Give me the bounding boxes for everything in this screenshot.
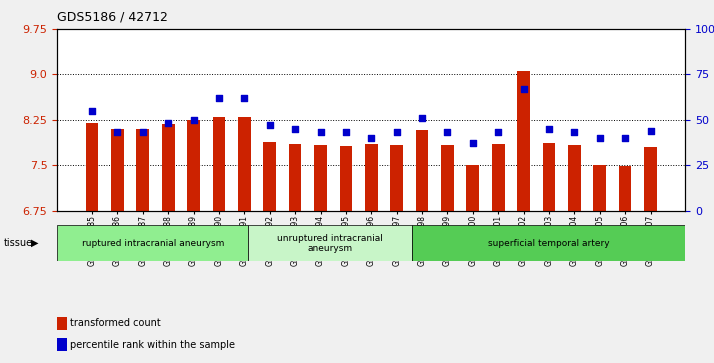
Text: unruptured intracranial
aneurysm: unruptured intracranial aneurysm bbox=[277, 233, 383, 253]
Bar bbox=[57, 317, 66, 330]
Point bbox=[493, 130, 504, 135]
Bar bbox=[314, 145, 327, 363]
Text: ▶: ▶ bbox=[31, 238, 39, 248]
FancyBboxPatch shape bbox=[248, 225, 412, 261]
Bar bbox=[593, 165, 606, 363]
Point bbox=[111, 130, 123, 135]
Point bbox=[518, 86, 529, 92]
Point bbox=[213, 95, 225, 101]
Point bbox=[289, 126, 301, 132]
Point bbox=[366, 135, 377, 141]
Point bbox=[264, 122, 276, 128]
Point bbox=[543, 126, 555, 132]
Bar bbox=[340, 146, 352, 363]
Bar bbox=[288, 144, 301, 363]
Text: ruptured intracranial aneurysm: ruptured intracranial aneurysm bbox=[81, 239, 224, 248]
Bar bbox=[568, 144, 580, 363]
Point bbox=[594, 135, 605, 141]
Bar bbox=[466, 165, 479, 363]
Point bbox=[391, 130, 403, 135]
Bar bbox=[619, 166, 631, 363]
Bar bbox=[162, 124, 174, 363]
Point bbox=[137, 130, 149, 135]
Point bbox=[340, 130, 351, 135]
Point bbox=[467, 140, 478, 146]
Bar bbox=[238, 117, 251, 363]
Point bbox=[163, 121, 174, 126]
FancyBboxPatch shape bbox=[57, 225, 248, 261]
Bar bbox=[644, 147, 657, 363]
Bar bbox=[86, 123, 99, 363]
Text: percentile rank within the sample: percentile rank within the sample bbox=[70, 340, 235, 350]
FancyBboxPatch shape bbox=[412, 225, 685, 261]
Bar bbox=[111, 129, 124, 363]
Bar bbox=[543, 143, 555, 363]
Bar bbox=[213, 117, 226, 363]
Bar bbox=[365, 144, 378, 363]
Text: transformed count: transformed count bbox=[70, 318, 161, 328]
Point bbox=[315, 130, 326, 135]
Point bbox=[645, 128, 656, 134]
Bar bbox=[517, 72, 530, 363]
Bar bbox=[136, 129, 149, 363]
Point bbox=[620, 135, 631, 141]
Bar bbox=[187, 120, 200, 363]
Point bbox=[568, 130, 580, 135]
Point bbox=[442, 130, 453, 135]
Point bbox=[86, 108, 98, 114]
Point bbox=[416, 115, 428, 121]
Point bbox=[238, 95, 250, 101]
Text: tissue: tissue bbox=[4, 238, 33, 248]
Text: superficial temporal artery: superficial temporal artery bbox=[488, 239, 610, 248]
Bar bbox=[441, 145, 454, 363]
Bar bbox=[391, 144, 403, 363]
Bar bbox=[416, 130, 428, 363]
Bar bbox=[263, 142, 276, 363]
Bar bbox=[57, 338, 66, 351]
Bar bbox=[492, 144, 505, 363]
Text: GDS5186 / 42712: GDS5186 / 42712 bbox=[57, 11, 168, 24]
Point bbox=[188, 117, 199, 123]
